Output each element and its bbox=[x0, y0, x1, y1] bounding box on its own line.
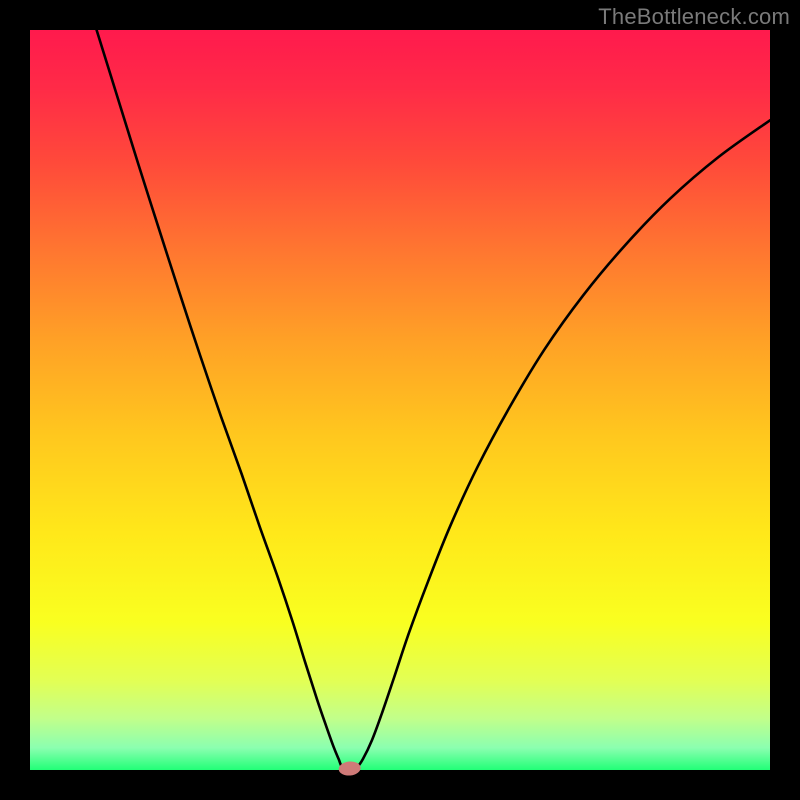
bottleneck-chart bbox=[0, 0, 800, 800]
watermark-text: TheBottleneck.com bbox=[598, 4, 790, 30]
chart-container: TheBottleneck.com bbox=[0, 0, 800, 800]
